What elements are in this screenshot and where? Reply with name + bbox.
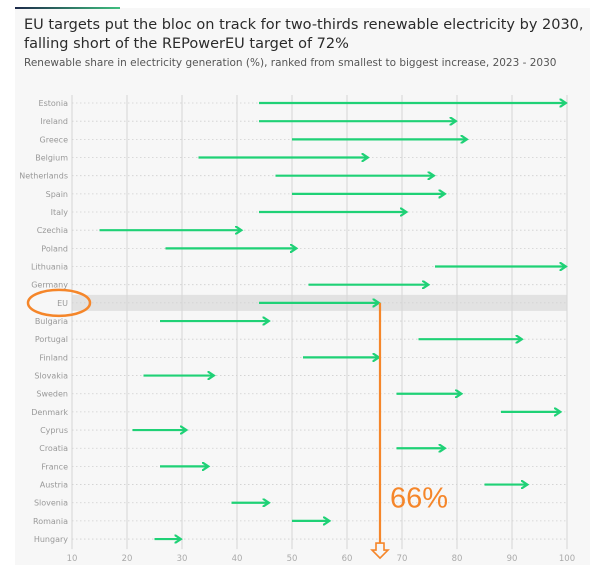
chart-subtitle: Renewable share in electricity generatio… <box>24 57 557 69</box>
row-label-finland: Finland <box>39 353 68 362</box>
x-tick-label: 80 <box>452 554 463 564</box>
row-label-eu: EU <box>57 299 68 308</box>
row-label-portugal: Portugal <box>35 335 68 344</box>
row-label-croatia: Croatia <box>39 444 68 453</box>
row-label-romania: Romania <box>33 517 68 526</box>
row-label-sweden: Sweden <box>36 390 68 399</box>
row-label-czechia: Czechia <box>37 226 68 235</box>
row-label-greece: Greece <box>40 135 69 144</box>
row-label-austria: Austria <box>40 481 68 490</box>
x-tick-label: 100 <box>559 554 575 564</box>
x-tick-label: 90 <box>507 554 518 564</box>
x-tick-label: 20 <box>122 554 133 564</box>
chart-title: EU targets put the bloc on track for two… <box>24 17 584 52</box>
row-label-bulgaria: Bulgaria <box>35 317 68 326</box>
accent-bar <box>15 7 120 9</box>
x-tick-label: 30 <box>177 554 188 564</box>
row-label-italy: Italy <box>51 208 69 217</box>
x-tick-label: 70 <box>397 554 408 564</box>
row-label-hungary: Hungary <box>34 535 68 544</box>
chart-card <box>15 8 590 565</box>
row-label-denmark: Denmark <box>31 408 68 417</box>
row-label-poland: Poland <box>41 244 68 253</box>
row-label-belgium: Belgium <box>35 154 68 163</box>
row-label-estonia: Estonia <box>39 99 69 108</box>
row-label-slovakia: Slovakia <box>34 372 68 381</box>
x-tick-label: 10 <box>67 554 78 564</box>
row-label-france: France <box>41 462 68 471</box>
row-label-ireland: Ireland <box>40 117 68 126</box>
row-label-spain: Spain <box>46 190 68 199</box>
x-tick-label: 40 <box>232 554 243 564</box>
x-tick-label: 60 <box>342 554 353 564</box>
row-label-germany: Germany <box>31 281 68 290</box>
eu-highlight-ellipse <box>26 288 92 318</box>
annotation-label: 66% <box>390 483 448 515</box>
x-tick-label: 50 <box>287 554 298 564</box>
row-label-cyprus: Cyprus <box>40 426 68 435</box>
annotation-arrow-icon <box>370 542 390 560</box>
row-label-lithuania: Lithuania <box>31 263 68 272</box>
row-label-netherlands: Netherlands <box>19 172 68 181</box>
row-label-slovenia: Slovenia <box>34 499 68 508</box>
